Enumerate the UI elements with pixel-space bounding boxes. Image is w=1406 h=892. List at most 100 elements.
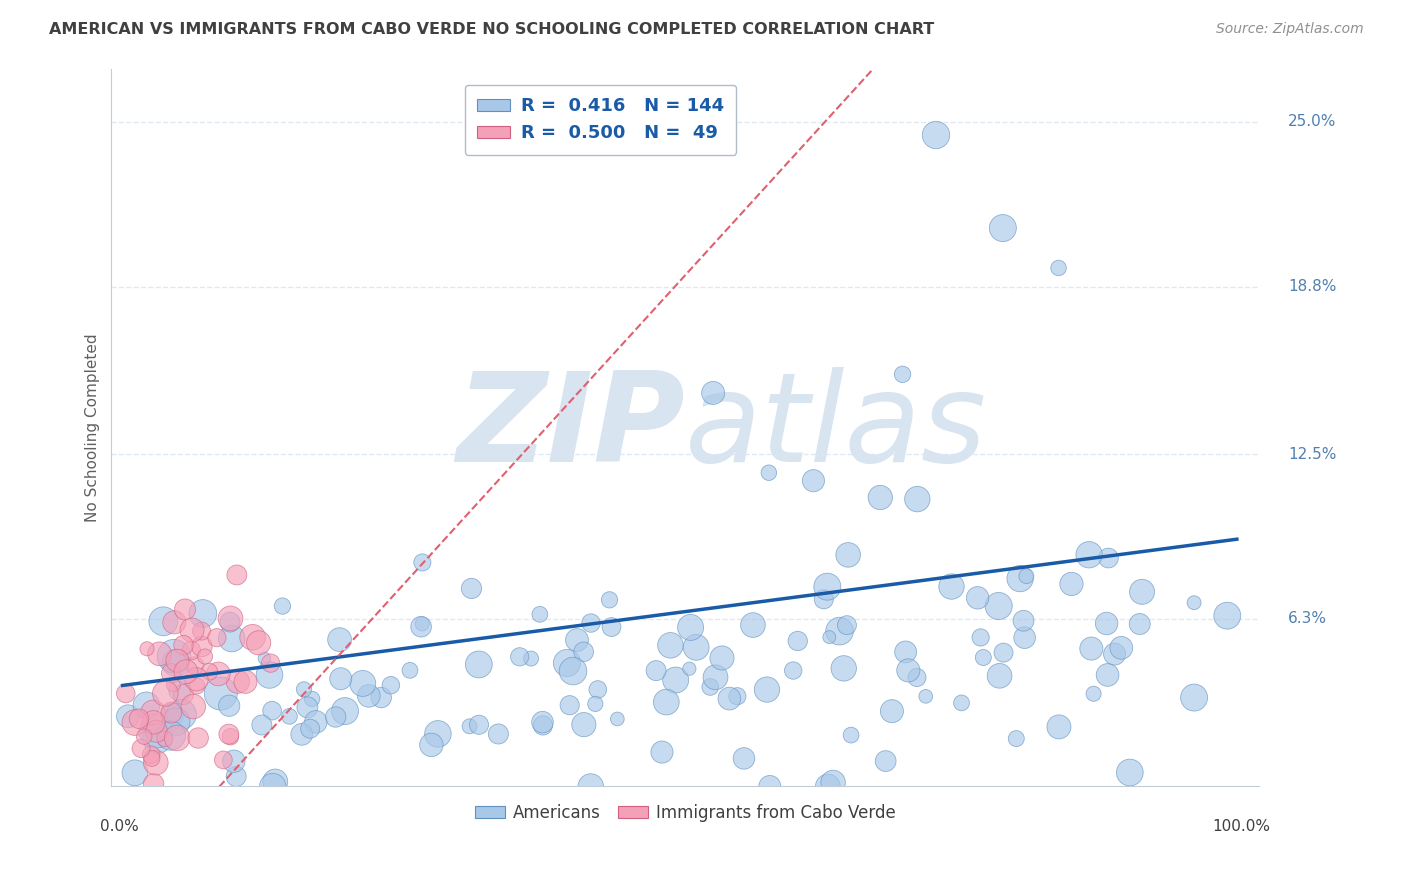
Point [271,599,294,613]
Point [702,386,724,401]
Point [645,664,668,678]
Point [758,466,780,480]
Point [972,650,994,665]
Point [579,780,602,794]
Point [905,671,928,685]
Point [218,698,240,713]
Point [146,731,169,746]
Point [583,697,606,711]
Point [759,780,782,794]
Point [835,618,858,632]
Point [987,599,1010,613]
Point [1182,690,1205,705]
Point [755,682,778,697]
Point [1014,631,1036,645]
Point [725,690,748,704]
Point [1012,614,1035,628]
Point [155,686,177,700]
Point [699,680,721,694]
Point [969,631,991,645]
Point [259,656,281,670]
Point [159,729,181,743]
Point [468,657,491,672]
Point [135,698,157,713]
Point [894,645,917,659]
Point [420,738,443,752]
Point [124,715,146,730]
Point [235,674,257,689]
Point [219,730,242,744]
Point [163,649,186,664]
Point [875,754,897,768]
Point [411,556,433,570]
Point [891,368,914,382]
Point [352,676,374,690]
Point [181,623,204,637]
Point [329,672,352,686]
Point [262,780,284,794]
Point [180,643,202,657]
Point [733,751,755,765]
Point [411,616,433,631]
Point [1010,572,1032,586]
Point [839,728,862,742]
Text: 100.0%: 100.0% [1212,819,1271,834]
Point [129,741,152,756]
Point [1015,569,1038,583]
Point [253,651,276,665]
Point [173,638,195,652]
Point [837,548,859,562]
Point [1119,765,1142,780]
Point [160,666,183,681]
Point [562,664,585,678]
Point [1078,548,1101,562]
Point [509,649,531,664]
Point [823,775,845,789]
Text: 12.5%: 12.5% [1288,447,1336,461]
Point [950,696,973,710]
Point [993,646,1015,660]
Point [1047,260,1070,275]
Point [679,620,702,634]
Point [262,704,284,718]
Point [869,491,891,505]
Point [292,682,315,697]
Point [411,620,433,634]
Text: AMERICAN VS IMMIGRANTS FROM CABO VERDE NO SCHOOLING COMPLETED CORRELATION CHART: AMERICAN VS IMMIGRANTS FROM CABO VERDE N… [49,22,935,37]
Point [169,683,191,698]
Text: 6.3%: 6.3% [1288,611,1327,626]
Point [1083,687,1105,701]
Point [718,691,741,706]
Point [1080,641,1102,656]
Point [198,665,221,679]
Point [194,649,217,664]
Point [128,712,150,726]
Point [742,618,765,632]
Point [153,731,176,746]
Point [803,474,825,488]
Point [399,664,422,678]
Point [832,661,855,675]
Point [529,607,551,622]
Point [165,656,187,670]
Point [659,638,682,652]
Point [941,580,963,594]
Point [817,780,839,794]
Point [301,692,323,706]
Point [1005,731,1028,746]
Point [579,615,602,630]
Point [209,687,232,701]
Point [212,753,235,767]
Point [191,640,214,654]
Point [190,624,212,638]
Point [655,695,678,709]
Point [1104,647,1126,661]
Point [225,769,247,783]
Point [606,712,628,726]
Point [134,730,156,744]
Point [1047,720,1070,734]
Point [297,700,319,714]
Point [651,745,673,759]
Point [124,765,146,780]
Point [988,669,1011,683]
